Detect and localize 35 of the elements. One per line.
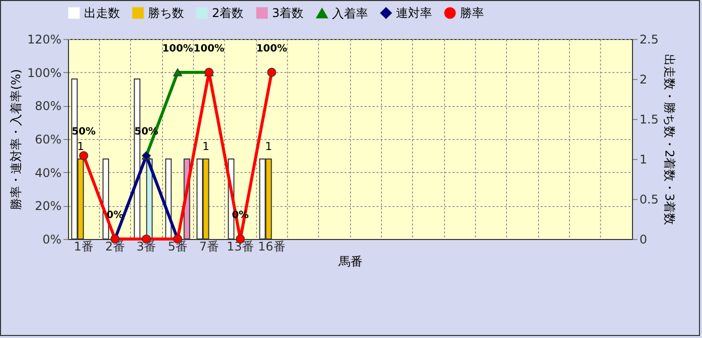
- y-tick-label: 0%: [42, 232, 62, 246]
- y2-axis-title: 出走数・勝ち数・2着数・3着数: [662, 54, 677, 226]
- point: [267, 68, 276, 77]
- legend-label: 連対率: [396, 6, 432, 20]
- x-tick-label: 7番: [199, 240, 219, 254]
- y2-tick-label: 0: [640, 232, 648, 246]
- legend-label: 3着数: [272, 6, 304, 20]
- legend-label: 出走数: [84, 6, 120, 20]
- x-tick-label: 16番: [258, 240, 286, 254]
- x-tick-label: 1番: [74, 240, 94, 254]
- legend-label: 2着数: [212, 6, 244, 20]
- y-tick-label: 80%: [34, 99, 62, 114]
- y-tick-label: 20%: [34, 199, 62, 214]
- y-axis-title: 勝率・連対率・入着率(%): [9, 69, 24, 210]
- data-label: 100%: [256, 43, 288, 54]
- data-label: 1: [265, 140, 272, 153]
- y2-tick-label: 1: [640, 152, 648, 166]
- y2-tick-label: 2.5: [640, 32, 659, 46]
- data-label: 100%: [194, 43, 224, 54]
- y-tick-label: 120%: [27, 32, 62, 46]
- y-tick-label: 40%: [34, 166, 62, 180]
- legend-label: 入着率: [332, 6, 368, 20]
- y2-tick-label: 1.5: [640, 112, 659, 126]
- data-label: 1: [202, 140, 210, 153]
- y2-tick-label: 0.5: [640, 192, 659, 206]
- x-axis-title: 馬番: [338, 254, 362, 268]
- legend-label: 勝率: [460, 6, 484, 20]
- y-tick-label: 100%: [27, 66, 62, 80]
- data-label: 100%: [162, 43, 194, 54]
- y2-tick-label: 2: [640, 72, 648, 86]
- point: [79, 151, 88, 160]
- legend-label: 勝ち数: [148, 6, 184, 20]
- data-label: 1: [77, 140, 84, 153]
- y-tick-label: 60%: [34, 132, 62, 146]
- point: [173, 68, 182, 76]
